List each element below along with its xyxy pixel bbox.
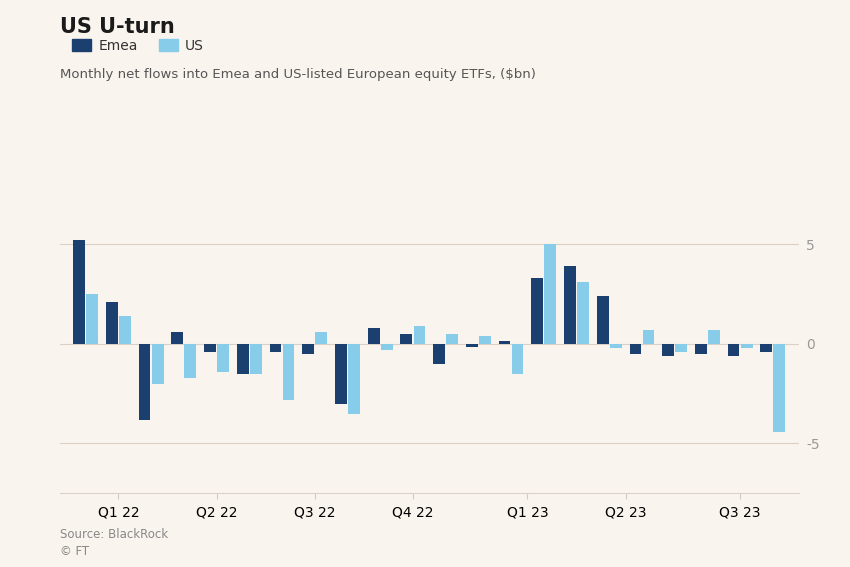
Bar	[466, 344, 478, 347]
Bar	[577, 282, 589, 344]
Bar	[283, 344, 294, 400]
Bar	[119, 316, 131, 344]
Bar	[218, 344, 229, 372]
Bar	[446, 334, 458, 344]
Bar	[728, 344, 740, 356]
Bar	[250, 344, 262, 374]
Bar	[675, 344, 687, 352]
Bar	[434, 344, 445, 364]
Bar	[303, 344, 314, 354]
Text: © FT: © FT	[60, 545, 88, 558]
Bar	[708, 330, 720, 344]
Bar	[172, 332, 184, 344]
Bar	[400, 334, 412, 344]
Bar	[139, 344, 150, 420]
Bar	[348, 344, 360, 413]
Bar	[73, 240, 85, 344]
Bar	[106, 302, 118, 344]
Bar	[774, 344, 785, 431]
Bar	[368, 328, 379, 344]
Bar	[499, 341, 510, 344]
Bar	[564, 266, 575, 344]
Bar	[512, 344, 524, 374]
Text: Source: BlackRock: Source: BlackRock	[60, 528, 167, 541]
Bar	[335, 344, 347, 404]
Legend: Emea, US: Emea, US	[66, 33, 209, 58]
Bar	[204, 344, 216, 352]
Bar	[740, 344, 752, 348]
Bar	[662, 344, 674, 356]
Bar	[479, 336, 490, 344]
Bar	[643, 330, 654, 344]
Bar	[414, 326, 425, 344]
Bar	[545, 244, 556, 344]
Bar	[381, 344, 393, 350]
Bar	[87, 294, 98, 344]
Bar	[531, 278, 543, 344]
Bar	[597, 296, 609, 344]
Bar	[269, 344, 281, 352]
Bar	[761, 344, 772, 352]
Bar	[630, 344, 641, 354]
Bar	[315, 332, 327, 344]
Text: US U-turn: US U-turn	[60, 17, 174, 37]
Bar	[184, 344, 196, 378]
Bar	[152, 344, 163, 384]
Text: Monthly net flows into Emea and US-listed European equity ETFs, ($bn): Monthly net flows into Emea and US-liste…	[60, 68, 536, 81]
Bar	[609, 344, 621, 348]
Bar	[695, 344, 706, 354]
Bar	[237, 344, 249, 374]
